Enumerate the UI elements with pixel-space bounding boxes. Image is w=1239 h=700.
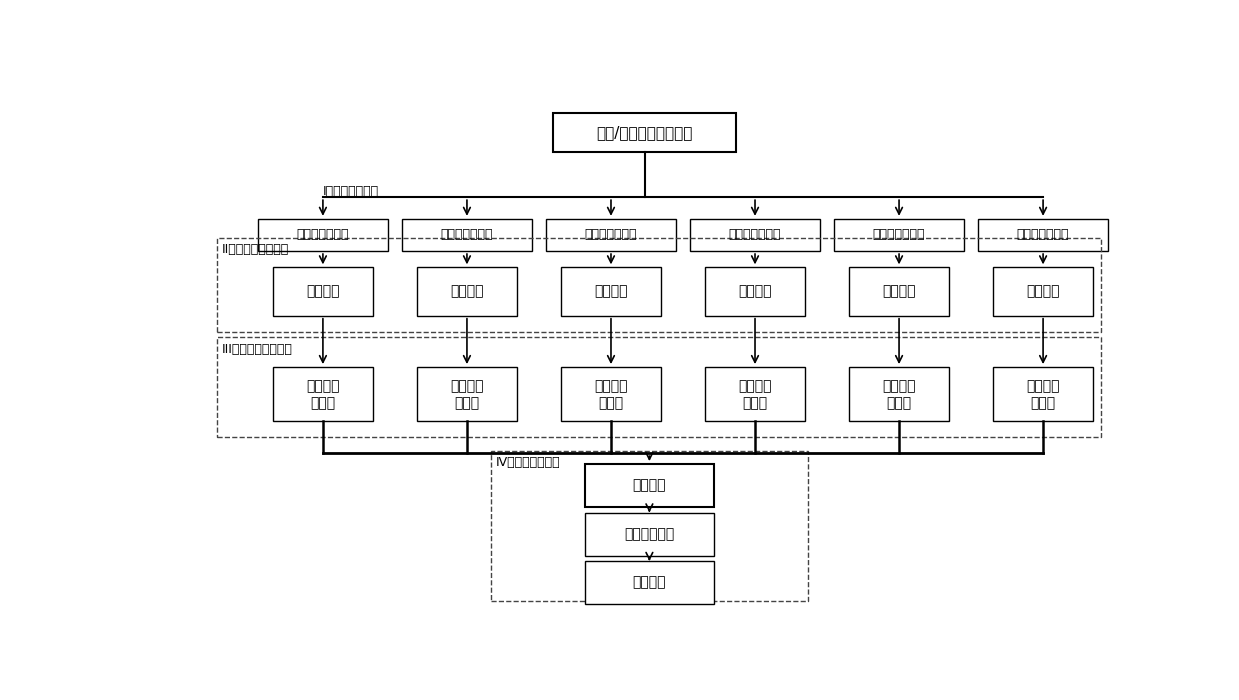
Bar <box>403 218 532 251</box>
Text: 常规海目标通道: 常规海目标通道 <box>729 228 782 242</box>
Text: 航迹维持: 航迹维持 <box>306 379 339 393</box>
Text: 航迹维持: 航迹维持 <box>882 379 916 393</box>
Bar <box>217 237 1100 332</box>
Text: 与终止: 与终止 <box>742 397 768 411</box>
Bar <box>273 267 373 316</box>
Bar <box>705 367 805 421</box>
Bar <box>416 367 518 421</box>
Text: 与终止: 与终止 <box>455 397 479 411</box>
Text: 航迹起始: 航迹起始 <box>1026 284 1059 298</box>
Text: 系统航迹管理: 系统航迹管理 <box>624 527 674 541</box>
Text: 航迹维持: 航迹维持 <box>1026 379 1059 393</box>
Bar <box>217 337 1100 437</box>
Bar <box>416 267 518 316</box>
Bar <box>560 267 662 316</box>
Text: I．并行处理架构: I．并行处理架构 <box>323 186 379 198</box>
Text: 一路/多路警戒雷达点迹: 一路/多路警戒雷达点迹 <box>596 125 693 140</box>
Text: IV．系统航迹综合: IV．系统航迹综合 <box>496 456 560 469</box>
Text: II．多通道航迹起始: II．多通道航迹起始 <box>222 243 290 256</box>
Bar <box>992 267 1094 316</box>
Bar <box>849 267 949 316</box>
Text: 与终止: 与终止 <box>310 397 336 411</box>
Text: 航迹融合: 航迹融合 <box>633 575 667 589</box>
Text: 慢速小目标通道: 慢速小目标通道 <box>872 228 926 242</box>
Bar <box>258 218 388 251</box>
Text: 航迹起始: 航迹起始 <box>450 284 483 298</box>
Bar <box>491 451 808 601</box>
Text: 与终止: 与终止 <box>886 397 912 411</box>
Text: 航迹起始: 航迹起始 <box>595 284 628 298</box>
Text: 直升机目标通道: 直升机目标通道 <box>585 228 637 242</box>
Text: 与终止: 与终止 <box>1031 397 1056 411</box>
Bar <box>585 512 714 556</box>
Bar <box>992 367 1094 421</box>
Text: 与终止: 与终止 <box>598 397 623 411</box>
Bar <box>979 218 1108 251</box>
Text: 航迹关联: 航迹关联 <box>633 479 667 493</box>
Text: 航迹起始: 航迹起始 <box>738 284 772 298</box>
Bar <box>849 367 949 421</box>
Text: 航迹维持: 航迹维持 <box>595 379 628 393</box>
Bar <box>834 218 964 251</box>
Bar <box>560 367 662 421</box>
Bar <box>554 113 736 152</box>
Bar <box>585 464 714 507</box>
Text: 航迹起始: 航迹起始 <box>306 284 339 298</box>
Bar <box>546 218 675 251</box>
Text: 快速空目标通道: 快速空目标通道 <box>296 228 349 242</box>
Bar <box>585 561 714 604</box>
Text: 航迹维持: 航迹维持 <box>450 379 483 393</box>
Text: III．多通道航迹维持: III．多通道航迹维持 <box>222 343 292 356</box>
Text: 航迹起始: 航迹起始 <box>882 284 916 298</box>
Text: 慢速空目标通道: 慢速空目标通道 <box>441 228 493 242</box>
Bar <box>705 267 805 316</box>
Text: 航迹维持: 航迹维持 <box>738 379 772 393</box>
Bar <box>273 367 373 421</box>
Bar <box>690 218 820 251</box>
Text: 快速小目标通道: 快速小目标通道 <box>1017 228 1069 242</box>
